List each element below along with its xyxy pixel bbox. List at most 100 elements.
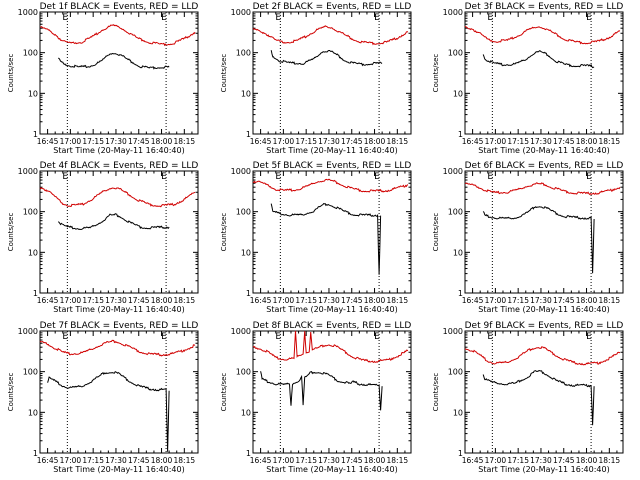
x-axis-label: Start Time (20-May-11 16:40:40): [266, 465, 397, 474]
event-marker-label: E: [161, 332, 167, 342]
events-rate-line: [270, 202, 382, 275]
x-tick-label: 16:45: [250, 137, 272, 146]
y-tick-label: 10: [453, 89, 463, 98]
x-tick-label: 17:45: [128, 296, 150, 305]
x-tick-label: 18:00: [576, 456, 598, 465]
y-tick-label: 1: [458, 449, 463, 458]
x-tick-label: 17:30: [318, 137, 340, 146]
lld-rate-line: [252, 178, 409, 193]
x-tick-label: 18:15: [174, 296, 196, 305]
y-tick-label: 1000: [18, 167, 38, 176]
y-axis-label: Counts/sec: [432, 213, 440, 252]
event-marker-label: E: [586, 172, 592, 182]
lld-rate-line: [252, 25, 409, 46]
x-tick-label: 17:45: [553, 137, 575, 146]
events-rate-line: [58, 52, 170, 70]
x-tick-label: 18:00: [576, 137, 598, 146]
x-tick-label: 17:00: [273, 296, 295, 305]
y-tick-label: 1000: [231, 327, 251, 336]
event-marker-label: E: [374, 13, 380, 23]
event-marker-label: E: [275, 172, 281, 182]
event-marker-label: E: [487, 332, 493, 342]
x-tick-label: 18:15: [599, 137, 621, 146]
event-marker-label: E: [487, 172, 493, 182]
y-tick-label: 100: [236, 368, 251, 377]
y-tick-label: 100: [448, 208, 463, 217]
x-tick-label: 17:15: [82, 137, 104, 146]
y-tick-label: 10: [453, 408, 463, 417]
x-tick-label: 17:45: [341, 456, 363, 465]
y-tick-label: 1: [246, 289, 251, 298]
x-tick-label: 18:15: [387, 456, 409, 465]
x-tick-label: 17:30: [530, 456, 552, 465]
plot-frame: [464, 11, 624, 135]
y-tick-label: 10: [28, 408, 38, 417]
x-tick-label: 17:45: [128, 456, 150, 465]
event-marker-label: E: [275, 332, 281, 342]
y-tick-label: 1: [246, 449, 251, 458]
y-tick-label: 10: [241, 248, 251, 257]
x-tick-label: 17:00: [60, 456, 82, 465]
x-tick-label: 17:30: [318, 296, 340, 305]
panel-title: Det 8f BLACK = Events, RED = LLD: [253, 321, 412, 331]
y-tick-label: 100: [448, 49, 463, 58]
event-marker-label: E: [586, 332, 592, 342]
y-tick-label: 10: [28, 89, 38, 98]
x-tick-label: 16:45: [462, 456, 484, 465]
event-marker-label: E: [586, 13, 592, 23]
plot-frame: [252, 11, 412, 135]
y-tick-label: 10: [241, 408, 251, 417]
x-tick-label: 16:45: [462, 137, 484, 146]
y-axis-label: Counts/sec: [7, 373, 15, 412]
x-tick-label: 16:45: [37, 137, 59, 146]
y-tick-label: 10: [28, 248, 38, 257]
events-rate-line: [47, 371, 170, 452]
event-marker-label: E: [487, 13, 493, 23]
plot-frame: [39, 170, 199, 294]
x-tick-label: 17:00: [273, 456, 295, 465]
plot-frame: [464, 330, 624, 454]
x-tick-label: 17:30: [105, 296, 127, 305]
y-tick-label: 100: [236, 49, 251, 58]
x-tick-label: 17:45: [553, 296, 575, 305]
y-axis-label: Counts/sec: [432, 54, 440, 93]
x-tick-label: 17:15: [295, 296, 317, 305]
panel-title: Det 2f BLACK = Events, RED = LLD: [253, 2, 412, 12]
x-tick-label: 18:15: [387, 296, 409, 305]
y-tick-label: 1: [458, 130, 463, 139]
x-tick-label: 18:15: [174, 137, 196, 146]
plot-frame: [252, 330, 412, 454]
x-tick-label: 18:00: [151, 296, 173, 305]
x-tick-label: 16:45: [37, 456, 59, 465]
event-marker-label: E: [62, 332, 68, 342]
event-marker-label: E: [275, 13, 281, 23]
lld-rate-line: [252, 330, 409, 364]
y-tick-label: 1: [33, 449, 38, 458]
x-tick-label: 17:00: [485, 296, 507, 305]
event-marker-label: E: [374, 172, 380, 182]
x-tick-label: 18:15: [599, 296, 621, 305]
y-tick-label: 1: [33, 130, 38, 139]
y-tick-label: 1000: [18, 8, 38, 17]
y-tick-label: 1000: [18, 327, 38, 336]
y-tick-label: 1000: [443, 327, 463, 336]
x-tick-label: 17:45: [341, 296, 363, 305]
x-tick-label: 17:15: [507, 456, 529, 465]
y-tick-label: 100: [23, 49, 38, 58]
plot-frame: [252, 170, 412, 294]
x-tick-label: 18:15: [174, 456, 196, 465]
y-axis-label: Counts/sec: [7, 213, 15, 252]
y-axis-label: Counts/sec: [220, 373, 228, 412]
x-axis-label: Start Time (20-May-11 16:40:40): [478, 465, 609, 474]
y-tick-label: 1000: [231, 167, 251, 176]
plot-frame: [39, 330, 199, 454]
lld-rate-line: [39, 339, 196, 357]
